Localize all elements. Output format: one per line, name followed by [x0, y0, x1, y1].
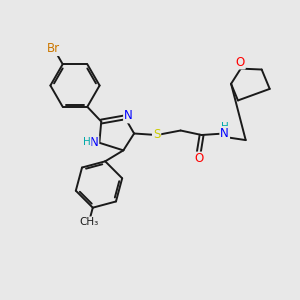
Text: Br: Br: [47, 42, 60, 55]
Text: O: O: [194, 152, 203, 166]
Text: CH₃: CH₃: [79, 217, 98, 227]
Text: H: H: [83, 136, 91, 147]
Text: N: N: [90, 136, 98, 149]
Text: O: O: [236, 56, 245, 68]
Text: H: H: [221, 122, 229, 133]
Text: N: N: [220, 127, 229, 140]
Text: N: N: [124, 110, 133, 122]
Text: S: S: [153, 128, 160, 142]
